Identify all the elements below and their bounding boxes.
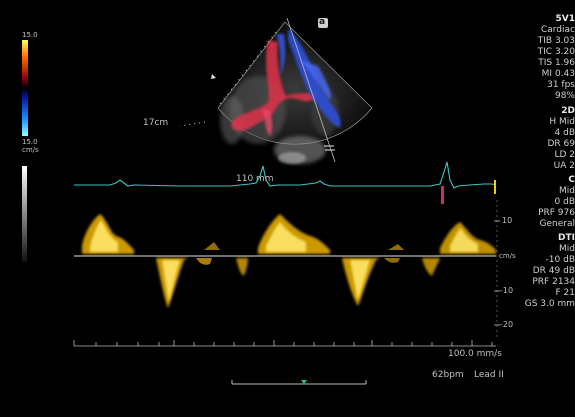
mode-2d-header: 2D <box>561 106 575 116</box>
cine-position-marker[interactable] <box>301 380 307 384</box>
echo-sector-image <box>179 17 373 164</box>
preset-name: Cardiac <box>540 25 575 35</box>
ecg-lead-label: Lead II <box>474 370 504 380</box>
mode-2d-gain: 4 dB <box>554 128 575 138</box>
mode-c-header: C <box>568 175 575 185</box>
mode-2d-dynamic-range: DR 69 <box>547 139 575 149</box>
mode-dti-gate-size: GS 3.0 mm <box>524 299 575 309</box>
mode-dti-header: DTI <box>558 233 575 243</box>
doppler-tick-label: 10 <box>502 216 513 225</box>
ecg-trace <box>74 161 497 189</box>
mi-value: MI 0.43 <box>541 69 575 79</box>
ecg-end-marker <box>494 180 496 194</box>
mode-2d-ua: UA 2 <box>553 161 575 171</box>
sample-depth-label: 110 mm <box>236 174 274 184</box>
mode-c-filter: General <box>539 219 575 229</box>
color-scale-top-label: 15.0 <box>22 31 38 39</box>
tis-value: TIS 1.96 <box>538 58 575 68</box>
mode-c-frequency: Mid <box>559 186 575 196</box>
time-axis <box>73 340 496 347</box>
color-scale-unit-label: cm/s <box>22 146 39 154</box>
gray-map-bar <box>22 166 27 262</box>
ecg-cursor-marker <box>441 186 444 204</box>
depth-label: 17cm <box>143 118 169 128</box>
orientation-marker-box <box>318 18 328 28</box>
heart-rate-label: 62bpm <box>432 370 464 380</box>
doppler-spectrum <box>82 214 496 308</box>
mode-dti-gain: -10 dB <box>545 255 575 265</box>
mode-dti-frequency: Mid <box>559 244 575 254</box>
mode-c-gain: 0 dB <box>554 197 575 207</box>
doppler-unit-label: cm/s <box>499 252 516 260</box>
mode-dti-filter: F 21 <box>555 288 575 298</box>
color-scale-bottom-label: 15.0 <box>22 138 38 146</box>
orientation-marker: a <box>319 17 326 27</box>
sweep-speed-label: 100.0 mm/s <box>448 349 502 359</box>
probe-name: 5V1 <box>555 14 575 24</box>
tic-value: TIC 3.20 <box>537 47 575 57</box>
doppler-tick-label: -10 <box>500 286 514 295</box>
power-percent: 98% <box>554 91 575 101</box>
mode-c-prf: PRF 976 <box>538 208 575 218</box>
mode-2d-ld: LD 2 <box>554 150 575 160</box>
mode-2d-resolution: H Mid <box>549 117 575 127</box>
mode-dti-prf: PRF 2134 <box>532 277 575 287</box>
parameter-panel: 5V1 Cardiac TIB 3.03 TIC 3.20 TIS 1.96 M… <box>500 0 575 417</box>
frame-rate: 31 fps <box>547 80 575 90</box>
mode-dti-dynamic-range: DR 49 dB <box>532 266 575 276</box>
velocity-axis <box>494 200 500 340</box>
color-scale-bar <box>22 40 28 136</box>
cine-scroll-bar[interactable] <box>231 380 367 385</box>
doppler-tick-label: -20 <box>500 320 514 329</box>
tib-value: TIB 3.03 <box>537 36 575 46</box>
